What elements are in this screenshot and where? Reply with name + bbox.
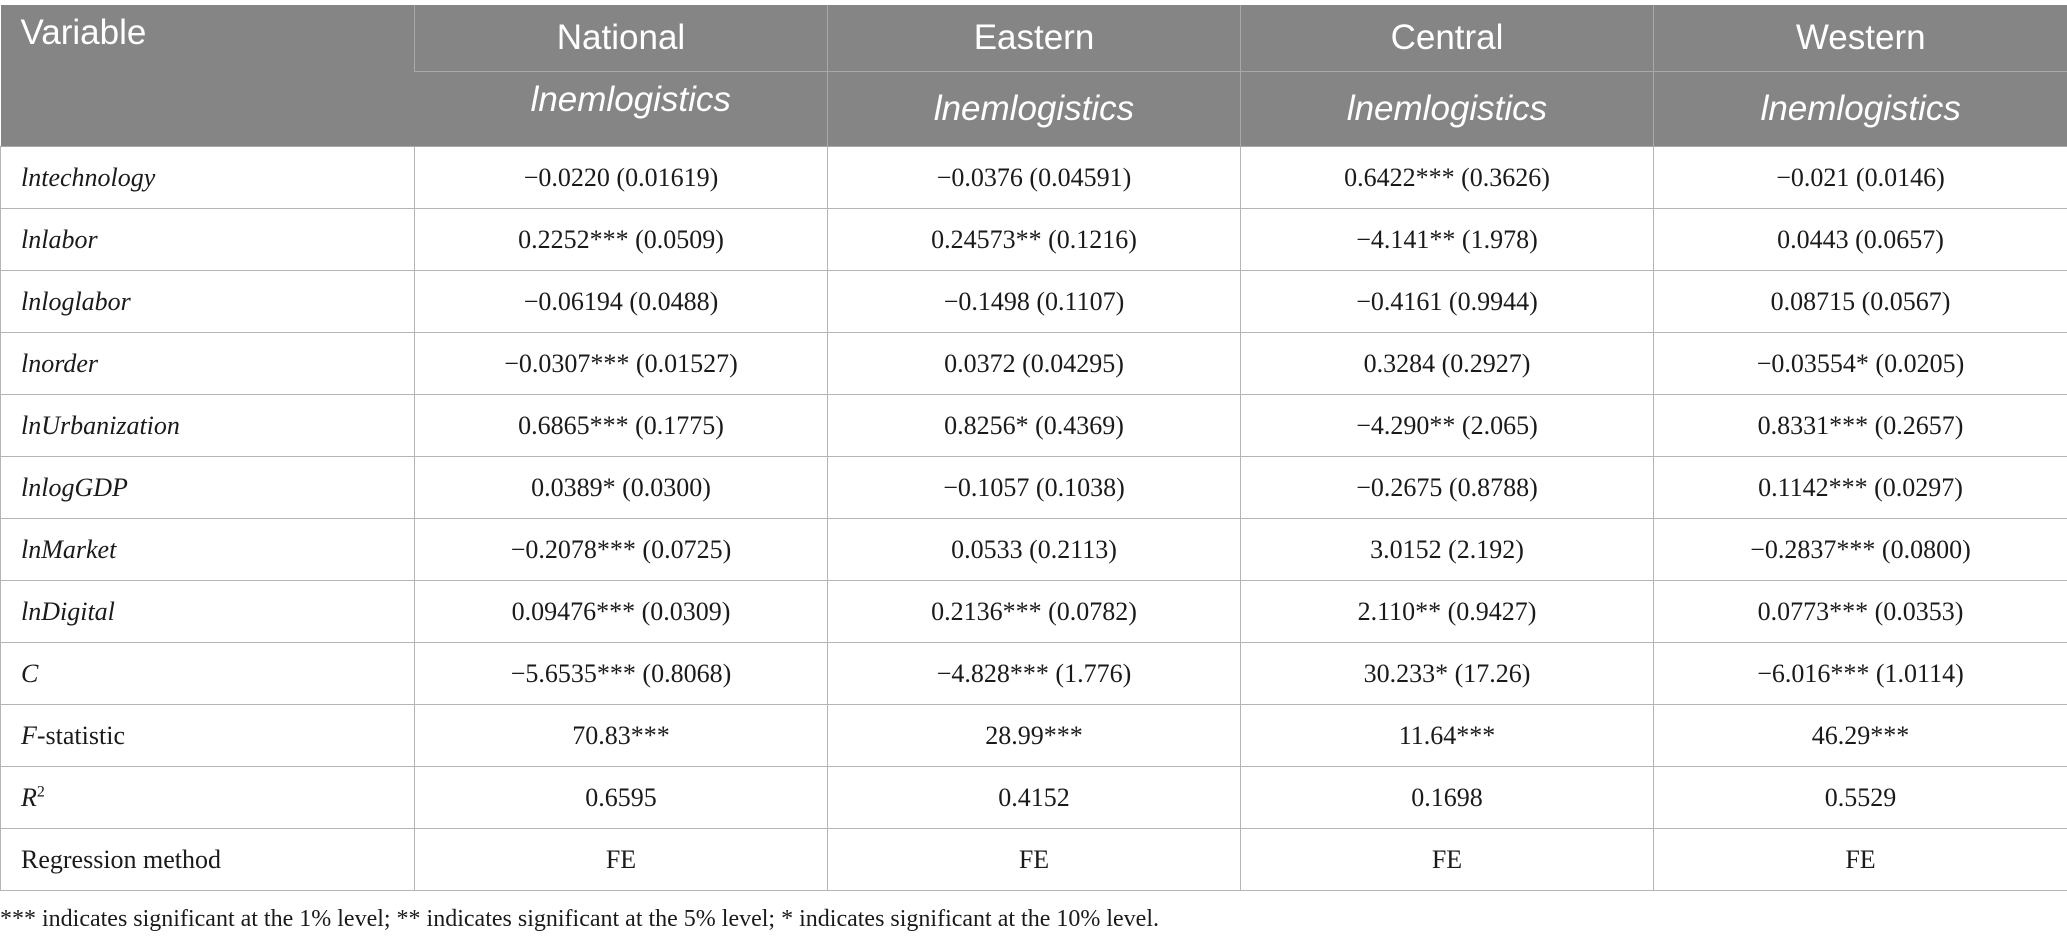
table-cell: −0.0376 (0.04591) xyxy=(827,146,1241,209)
table-cell: 0.0533 (0.2113) xyxy=(827,518,1241,581)
table-cell: −0.03554* (0.0205) xyxy=(1653,332,2067,395)
table-row: lnDigital 0.09476*** (0.0309) 0.2136*** … xyxy=(0,580,2067,643)
row-variable-name: lntechnology xyxy=(0,146,415,209)
row-variable-name: lnloglabor xyxy=(0,270,415,333)
table-cell: 0.6422*** (0.3626) xyxy=(1240,146,1654,209)
table-cell: 0.6595 xyxy=(414,766,828,829)
table-cell: 0.0372 (0.04295) xyxy=(827,332,1241,395)
table-cell: −4.828*** (1.776) xyxy=(827,642,1241,705)
table-row: C −5.6535*** (0.8068) −4.828*** (1.776) … xyxy=(0,642,2067,705)
table-cell: 0.8256* (0.4369) xyxy=(827,394,1241,457)
table-cell: −0.2675 (0.8788) xyxy=(1240,456,1654,519)
table-cell: 28.99*** xyxy=(827,704,1241,767)
table-cell: −6.016*** (1.0114) xyxy=(1653,642,2067,705)
r-symbol: R xyxy=(21,782,37,812)
table-cell: 0.0389* (0.0300) xyxy=(414,456,828,519)
table-row: lnUrbanization 0.6865*** (0.1775) 0.8256… xyxy=(0,394,2067,457)
r-superscript: 2 xyxy=(36,782,45,800)
header-group-central: Central xyxy=(1240,5,1654,72)
table-cell: 0.2252*** (0.0509) xyxy=(414,208,828,271)
table-cell: −4.141** (1.978) xyxy=(1240,208,1654,271)
table-row-f-statistic: F-statistic 70.83*** 28.99*** 11.64*** 4… xyxy=(0,704,2067,767)
f-symbol: F xyxy=(21,720,37,750)
table-row: lnlogGDP 0.0389* (0.0300) −0.1057 (0.103… xyxy=(0,456,2067,519)
table-row-regression-method: Regression method FE FE FE FE xyxy=(0,828,2067,891)
table-cell: 0.1698 xyxy=(1240,766,1654,829)
f-suffix: -statistic xyxy=(36,720,125,750)
table-cell: FE xyxy=(827,828,1241,891)
row-variable-name: C xyxy=(0,642,415,705)
table-footnote: *** indicates significant at the 1% leve… xyxy=(0,906,1159,932)
table-cell: 70.83*** xyxy=(414,704,828,767)
table-row: lnlabor 0.2252*** (0.0509) 0.24573** (0.… xyxy=(0,208,2067,271)
row-variable-name: Regression method xyxy=(0,828,415,891)
regression-table: Variable National Eastern Central Wester… xyxy=(0,5,2067,891)
header-dependent-eastern: lnemlogistics xyxy=(827,71,1241,147)
row-variable-name: lnlabor xyxy=(0,208,415,271)
table-cell: FE xyxy=(1240,828,1654,891)
header-group-national: National xyxy=(414,5,828,72)
table-cell: −0.0307*** (0.01527) xyxy=(414,332,828,395)
row-variable-name: lnDigital xyxy=(0,580,415,643)
table-cell: −0.021 (0.0146) xyxy=(1653,146,2067,209)
table-cell: 46.29*** xyxy=(1653,704,2067,767)
table-header: Variable National Eastern Central Wester… xyxy=(0,5,2067,147)
table-cell: 0.24573** (0.1216) xyxy=(827,208,1241,271)
header-group-western: Western xyxy=(1653,5,2067,72)
row-variable-name: R2 xyxy=(0,766,415,829)
table-row: lnloglabor −0.06194 (0.0488) −0.1498 (0.… xyxy=(0,270,2067,333)
table-row: lnMarket −0.2078*** (0.0725) 0.0533 (0.2… xyxy=(0,518,2067,581)
table-row-r-squared: R2 0.6595 0.4152 0.1698 0.5529 xyxy=(0,766,2067,829)
header-dependent-western: lnemlogistics xyxy=(1653,71,2067,147)
table-cell: −0.2078*** (0.0725) xyxy=(414,518,828,581)
table-cell: 0.0773*** (0.0353) xyxy=(1653,580,2067,643)
table-cell: 0.0443 (0.0657) xyxy=(1653,208,2067,271)
header-row-dependent: lnemlogistics lnemlogistics lnemlogistic… xyxy=(1,71,2067,147)
table-cell: FE xyxy=(414,828,828,891)
table-cell: −5.6535*** (0.8068) xyxy=(414,642,828,705)
table-cell: 0.09476*** (0.0309) xyxy=(414,580,828,643)
table-cell: −0.1498 (0.1107) xyxy=(827,270,1241,333)
regression-table-wrapper: Variable National Eastern Central Wester… xyxy=(0,5,2067,891)
table-row: lntechnology −0.0220 (0.01619) −0.0376 (… xyxy=(0,146,2067,209)
header-row-groups: Variable National Eastern Central Wester… xyxy=(0,5,2067,147)
table-cell: FE xyxy=(1653,828,2067,891)
table-cell: 0.08715 (0.0567) xyxy=(1653,270,2067,333)
table-cell: 11.64*** xyxy=(1240,704,1654,767)
header-group-eastern: Eastern xyxy=(827,5,1241,72)
row-variable-name: lnUrbanization xyxy=(0,394,415,457)
table-cell: 0.8331*** (0.2657) xyxy=(1653,394,2067,457)
table-cell: 2.110** (0.9427) xyxy=(1240,580,1654,643)
table-cell: 0.1142*** (0.0297) xyxy=(1653,456,2067,519)
table-cell: 0.4152 xyxy=(827,766,1241,829)
row-variable-name: lnMarket xyxy=(0,518,415,581)
table-cell: 3.0152 (2.192) xyxy=(1240,518,1654,581)
table-cell: 0.2136*** (0.0782) xyxy=(827,580,1241,643)
table-cell: 0.5529 xyxy=(1653,766,2067,829)
table-cell: 0.3284 (0.2927) xyxy=(1240,332,1654,395)
table-body: lntechnology −0.0220 (0.01619) −0.0376 (… xyxy=(0,146,2067,891)
table-cell: −0.0220 (0.01619) xyxy=(414,146,828,209)
row-variable-name: lnorder xyxy=(0,332,415,395)
table-cell: 30.233* (17.26) xyxy=(1240,642,1654,705)
table-cell: −0.4161 (0.9944) xyxy=(1240,270,1654,333)
header-variable: Variable xyxy=(0,5,415,147)
table-cell: −0.1057 (0.1038) xyxy=(827,456,1241,519)
header-dependent-central: lnemlogistics xyxy=(1240,71,1654,147)
header-dependent-national: lnemlogistics xyxy=(414,71,828,147)
table-cell: −0.2837*** (0.0800) xyxy=(1653,518,2067,581)
row-variable-name: F-statistic xyxy=(0,704,415,767)
table-cell: −4.290** (2.065) xyxy=(1240,394,1654,457)
table-cell: −0.06194 (0.0488) xyxy=(414,270,828,333)
row-variable-name: lnlogGDP xyxy=(0,456,415,519)
table-cell: 0.6865*** (0.1775) xyxy=(414,394,828,457)
table-row: lnorder −0.0307*** (0.01527) 0.0372 (0.0… xyxy=(0,332,2067,395)
